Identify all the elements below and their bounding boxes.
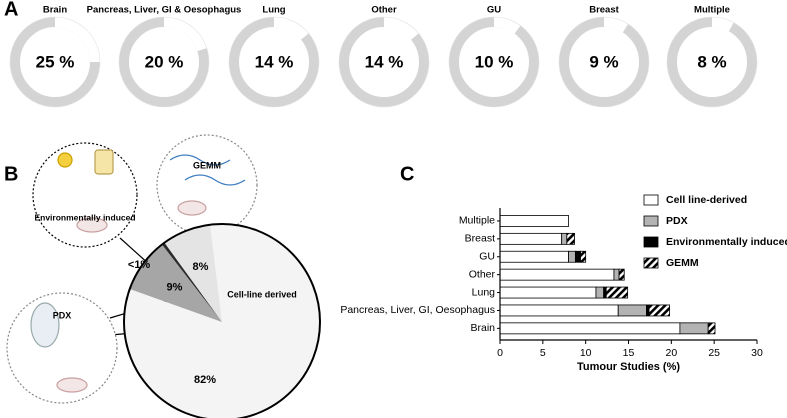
- donut-edge: [666, 16, 758, 108]
- legend-label: Cell line-derived: [666, 194, 747, 206]
- donut-title: Pancreas, Liver, GI & Oesophagus: [87, 5, 242, 16]
- donut-title: Other: [371, 5, 397, 16]
- pie-slice-name: PDX: [53, 310, 72, 320]
- pie-slice: [164, 224, 222, 322]
- pie-slice-name: Environmentally induced: [34, 212, 135, 222]
- bar-segment: [613, 268, 620, 281]
- donut-edge: [558, 16, 650, 108]
- bar-segment: [574, 250, 581, 263]
- pie-slice: [161, 242, 222, 322]
- x-tick-label: 5: [540, 347, 546, 359]
- bar-segment: [499, 286, 597, 299]
- x-tick-label: 30: [751, 347, 763, 359]
- x-tick-label: 20: [665, 347, 677, 359]
- legend-swatch: [643, 236, 659, 248]
- donut-value-label: 20 %: [145, 52, 184, 71]
- donut-value-label: 10 %: [475, 52, 514, 71]
- bar-segment: [707, 322, 716, 335]
- donut-title: Brain: [43, 5, 67, 16]
- bar-segment: [499, 215, 569, 227]
- donut-segment: [711, 17, 734, 32]
- pie-outline: [123, 223, 321, 418]
- donut-value-label: 25 %: [36, 52, 75, 71]
- y-tick-label: Multiple: [459, 215, 495, 227]
- x-axis-label: Tumour Studies (%): [577, 361, 680, 373]
- donut-segment: [273, 17, 309, 40]
- x-tick-label: 10: [580, 347, 592, 359]
- pie-value-label: 82%: [194, 374, 216, 386]
- pie-slice-name: GEMM: [193, 160, 221, 170]
- bar-segment: [617, 304, 647, 317]
- bar-segment: [499, 250, 569, 263]
- bar-segment: [679, 322, 709, 335]
- donut-segment: [493, 17, 521, 34]
- bar-segment: [499, 232, 563, 245]
- y-tick-label: Other: [469, 268, 496, 280]
- bar-segment: [499, 268, 615, 281]
- donut-edge: [118, 16, 210, 108]
- bar-segment: [618, 268, 625, 281]
- pie-value-label: 8%: [193, 261, 209, 273]
- callouts: [6, 134, 258, 404]
- donut-edge: [228, 16, 320, 108]
- pie-slice: [129, 244, 222, 322]
- donut-segment: [603, 17, 629, 33]
- x-tick-label: 15: [623, 347, 635, 359]
- panel-label: A: [4, 0, 18, 20]
- donut-title: GU: [487, 5, 501, 16]
- donut-title: Lung: [262, 5, 285, 16]
- pie-slice: [124, 224, 320, 418]
- pie-value-label: 9%: [166, 281, 182, 293]
- legend-label: PDX: [666, 215, 688, 227]
- donut-segment: [54, 17, 100, 63]
- legend-swatch: [643, 257, 659, 269]
- bar-segment: [499, 304, 619, 317]
- bar-segment: [566, 232, 575, 245]
- y-tick-label: Lung: [472, 286, 496, 298]
- donut-edge: [9, 16, 101, 108]
- donut-value-label: 14 %: [365, 52, 404, 71]
- bar-segment: [499, 322, 681, 335]
- legend-swatch: [643, 215, 659, 227]
- x-tick-label: 0: [497, 347, 503, 359]
- y-tick-label: Pancreas, Liver, GI, Oesophagus: [340, 304, 495, 316]
- legend-label: Environmentally induced: [666, 236, 787, 248]
- panel-label: B: [4, 163, 18, 185]
- bar-segment: [568, 250, 576, 263]
- y-tick-label: GU: [479, 251, 495, 263]
- bar-segment: [605, 286, 629, 299]
- x-tick-label: 25: [708, 347, 720, 359]
- donut-edge: [448, 16, 540, 108]
- y-tick-label: Breast: [465, 233, 495, 245]
- donut-title: Breast: [589, 5, 619, 16]
- y-tick-label: Brain: [470, 322, 495, 334]
- pie-slice-name: Cell-line derived: [227, 289, 297, 299]
- donut-value-label: 14 %: [255, 52, 294, 71]
- donut-segment: [383, 17, 419, 40]
- donut-value-label: 9 %: [589, 52, 618, 71]
- panel-label: C: [400, 163, 414, 185]
- legend-swatch: [643, 194, 659, 206]
- bar-segment: [595, 286, 605, 299]
- donut-title: Multiple: [694, 5, 730, 16]
- bar-segment: [648, 304, 671, 317]
- legend-label: GEMM: [666, 257, 699, 269]
- donut-edge: [338, 16, 430, 108]
- bar-segment: [580, 250, 587, 263]
- bar-segment: [561, 232, 568, 245]
- donut-value-label: 8 %: [697, 52, 726, 71]
- donut-segment: [163, 17, 207, 52]
